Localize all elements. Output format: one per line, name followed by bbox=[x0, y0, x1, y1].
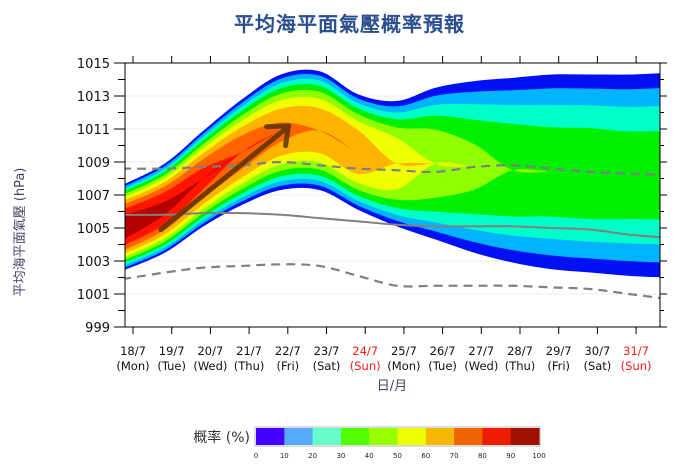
colorbar-swatch bbox=[312, 428, 342, 445]
colorbar-tick-label: 30 bbox=[336, 452, 345, 460]
trend-arrow-head bbox=[264, 123, 292, 149]
x-tick-label-date: 27/7 bbox=[468, 344, 494, 358]
x-tick-label-date: 31/7 bbox=[623, 344, 649, 358]
colorbar-tick-label: 60 bbox=[421, 452, 430, 460]
y-axis: 999 1001 1003 1005 1007 1009 1011 1013 1015 bbox=[77, 57, 667, 336]
colorbar-legend: 概率 (%) 0 10 20 30 40 50 60 70 80 90 100 bbox=[193, 426, 546, 460]
y-axis-title: 平均海平面氣壓 (hPa) bbox=[13, 168, 28, 297]
x-tick-label-date: 26/7 bbox=[430, 344, 456, 358]
x-tick-label-date: 19/7 bbox=[159, 344, 185, 358]
colorbar-swatch bbox=[454, 428, 483, 445]
colorbar-swatch bbox=[369, 428, 398, 445]
x-tick-label-day: (Thu) bbox=[234, 359, 265, 373]
colorbar-swatch bbox=[510, 428, 540, 445]
x-tick-label-day: (Mon) bbox=[387, 359, 420, 373]
x-tick-label-date: 24/7 bbox=[352, 344, 378, 358]
x-tick-label-date: 23/7 bbox=[314, 344, 340, 358]
series-line-mean-solid bbox=[125, 211, 660, 239]
colorbar-swatch bbox=[482, 428, 512, 445]
y-tick-label: 1015 bbox=[77, 57, 110, 72]
x-tick-label-date: 30/7 bbox=[584, 344, 610, 358]
probability-bands bbox=[125, 69, 660, 278]
x-tick-label-day: (Wed) bbox=[193, 359, 227, 373]
x-axis-title: 日/月 bbox=[377, 379, 407, 394]
colorbar-tick-label: 50 bbox=[393, 452, 402, 460]
colorbar-swatch bbox=[340, 428, 370, 445]
y-tick-label: 1009 bbox=[77, 156, 110, 171]
x-tick-label-day: (Sat) bbox=[313, 359, 341, 373]
colorbar-tick-label: 40 bbox=[365, 452, 374, 460]
x-tick-label-day: (Fri) bbox=[547, 359, 570, 373]
y-tick-label: 1001 bbox=[77, 288, 110, 303]
x-tick-label-date: 22/7 bbox=[275, 344, 301, 358]
x-tick-label-date: 25/7 bbox=[391, 344, 417, 358]
y-tick-label: 1007 bbox=[77, 189, 110, 204]
x-tick-label-day: (Sun) bbox=[621, 359, 652, 373]
trend-arrow-shaft bbox=[158, 127, 288, 233]
series-line-lower-dashed bbox=[125, 263, 660, 300]
y-tick-label: 1005 bbox=[77, 222, 110, 237]
x-tick-label-day: (Mon) bbox=[116, 359, 149, 373]
trend-arrow bbox=[158, 123, 292, 233]
y-tick-label: 1013 bbox=[77, 90, 110, 105]
x-tick-label-day: (Tue) bbox=[157, 359, 186, 373]
colorbar-tick-label: 10 bbox=[280, 452, 289, 460]
colorbar-swatch bbox=[397, 428, 427, 445]
y-tick-label: 1003 bbox=[77, 255, 110, 270]
colorbar-frame bbox=[254, 426, 541, 447]
x-tick-label-date: 29/7 bbox=[546, 344, 572, 358]
colorbar-tick-label: 80 bbox=[478, 452, 487, 460]
colorbar-tick-label: 90 bbox=[506, 452, 515, 460]
series-lines bbox=[125, 160, 660, 300]
x-tick-label-day: (Fri) bbox=[276, 359, 299, 373]
x-tick-label-date: 21/7 bbox=[236, 344, 262, 358]
colorbar-title: 概率 (%) bbox=[193, 429, 250, 446]
x-tick-label-day: (Sat) bbox=[583, 359, 611, 373]
x-tick-label-date: 18/7 bbox=[120, 344, 146, 358]
x-tick-label-date: 28/7 bbox=[507, 344, 533, 358]
colorbar-swatch bbox=[425, 428, 455, 445]
colorbar-tick-label: 20 bbox=[308, 452, 317, 460]
colorbar-tick-label: 0 bbox=[254, 452, 258, 460]
x-tick-label-day: (Tue) bbox=[428, 359, 457, 373]
y-tick-label: 1011 bbox=[77, 123, 110, 138]
x-tick-label-date: 20/7 bbox=[197, 344, 223, 358]
x-tick-label-day: (Sun) bbox=[350, 359, 381, 373]
chart-title: 平均海平面氣壓概率預報 bbox=[234, 12, 465, 36]
x-axis: 18/7(Mon)19/7(Tue)20/7(Wed)21/7(Thu)22/7… bbox=[116, 56, 652, 373]
colorbar-tick-label: 70 bbox=[450, 452, 459, 460]
colorbar-tick-label: 100 bbox=[532, 452, 545, 460]
colorbar-swatch bbox=[256, 428, 285, 445]
colorbar-swatch bbox=[284, 428, 314, 445]
series-line-upper-dashed bbox=[125, 160, 660, 176]
x-tick-label-day: (Wed) bbox=[464, 359, 498, 373]
y-tick-label: 999 bbox=[85, 321, 110, 336]
probability-band-70 bbox=[125, 122, 660, 250]
x-tick-label-day: (Thu) bbox=[505, 359, 536, 373]
